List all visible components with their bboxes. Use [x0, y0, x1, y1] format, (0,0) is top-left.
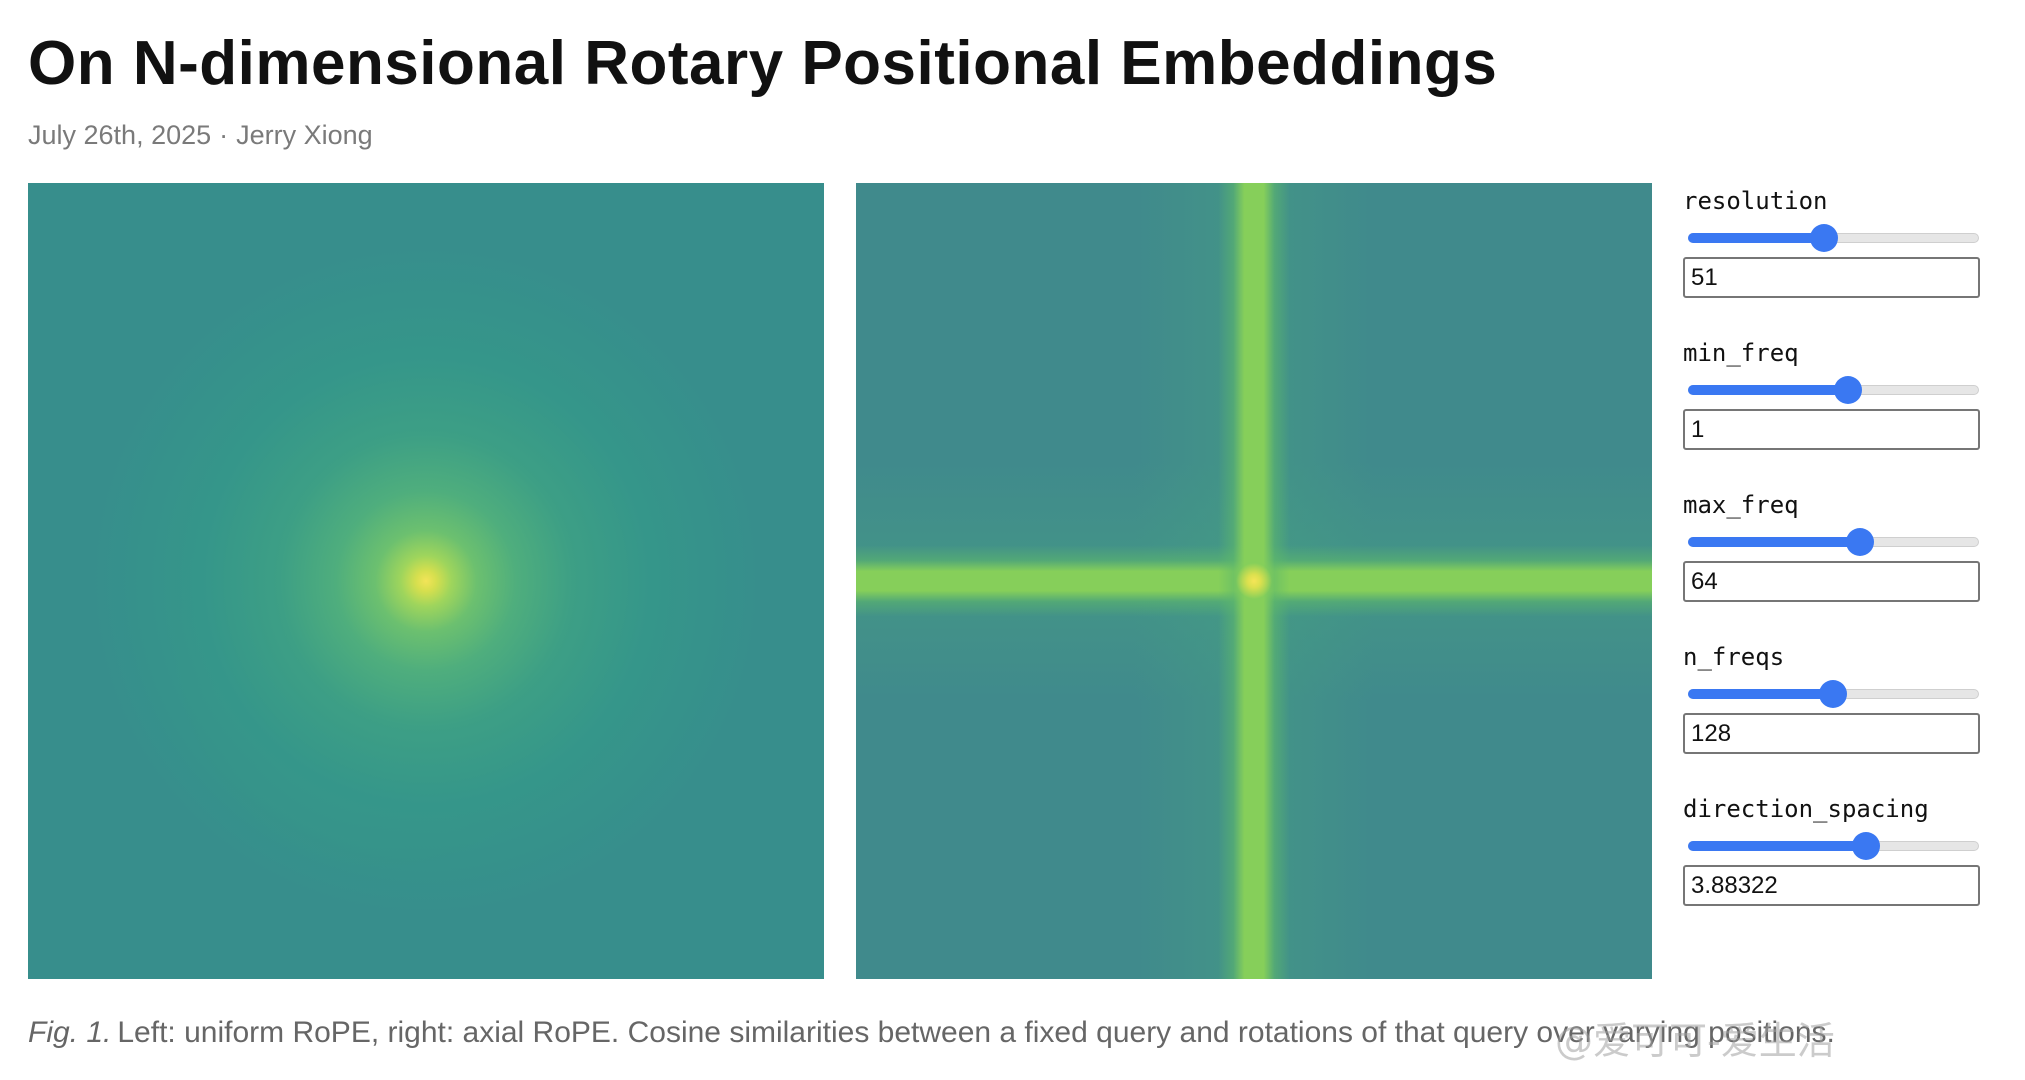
uniform-rope-heatmap: [28, 183, 824, 979]
control-label: resolution: [1683, 187, 1828, 215]
control-label: direction_spacing: [1683, 795, 1929, 823]
slider[interactable]: [1683, 375, 1983, 405]
byline: July 26th, 2025 · Jerry Xiong: [28, 120, 373, 151]
slider-fill: [1688, 689, 1833, 699]
figure-caption: Fig. 1. Left: uniform RoPE, right: axial …: [28, 1016, 2025, 1050]
watermark: @爱可可-爱生活: [1555, 1019, 1835, 1063]
value-input[interactable]: 128: [1683, 713, 1980, 754]
slider-thumb[interactable]: [1846, 528, 1874, 556]
slider[interactable]: [1683, 679, 1983, 709]
control-label: max_freq: [1683, 491, 1799, 519]
slider-fill: [1688, 841, 1866, 851]
controls-panel: resolution 51 min_freq 1 max_freq 64 n_freqs 12…: [1683, 185, 1983, 945]
control: min_freq 1: [1683, 337, 1983, 489]
slider-thumb[interactable]: [1810, 224, 1838, 252]
value-input[interactable]: 64: [1683, 561, 1980, 602]
author: Jerry Xiong: [236, 120, 373, 150]
slider-fill: [1688, 233, 1824, 243]
separator: ·: [219, 120, 229, 150]
slider[interactable]: [1683, 527, 1983, 557]
control: direction_spacing 3.88322: [1683, 793, 1983, 945]
caption-text: Left: uniform RoPE, right: axial RoPE. C…: [117, 1016, 1835, 1049]
slider[interactable]: [1683, 223, 1983, 253]
article-title: On N-dimensional Rotary Positional Embed…: [28, 29, 1498, 98]
control-label: n_freqs: [1683, 643, 1785, 671]
control-label: min_freq: [1683, 339, 1799, 367]
date: July 26th, 2025: [28, 120, 212, 150]
slider-thumb[interactable]: [1819, 680, 1847, 708]
value-input[interactable]: 1: [1683, 409, 1980, 450]
value-input[interactable]: 51: [1683, 257, 1980, 298]
slider-thumb[interactable]: [1834, 376, 1862, 404]
slider-fill: [1688, 385, 1848, 395]
figure-label: Fig. 1.: [28, 1016, 112, 1049]
slider-thumb[interactable]: [1852, 832, 1880, 860]
axial-rope-heatmap: [856, 183, 1652, 979]
slider-fill: [1688, 537, 1860, 547]
slider[interactable]: [1683, 831, 1983, 861]
value-input[interactable]: 3.88322: [1683, 865, 1980, 906]
control: max_freq 64: [1683, 489, 1983, 641]
control: resolution 51: [1683, 185, 1983, 337]
control: n_freqs 128: [1683, 641, 1983, 793]
